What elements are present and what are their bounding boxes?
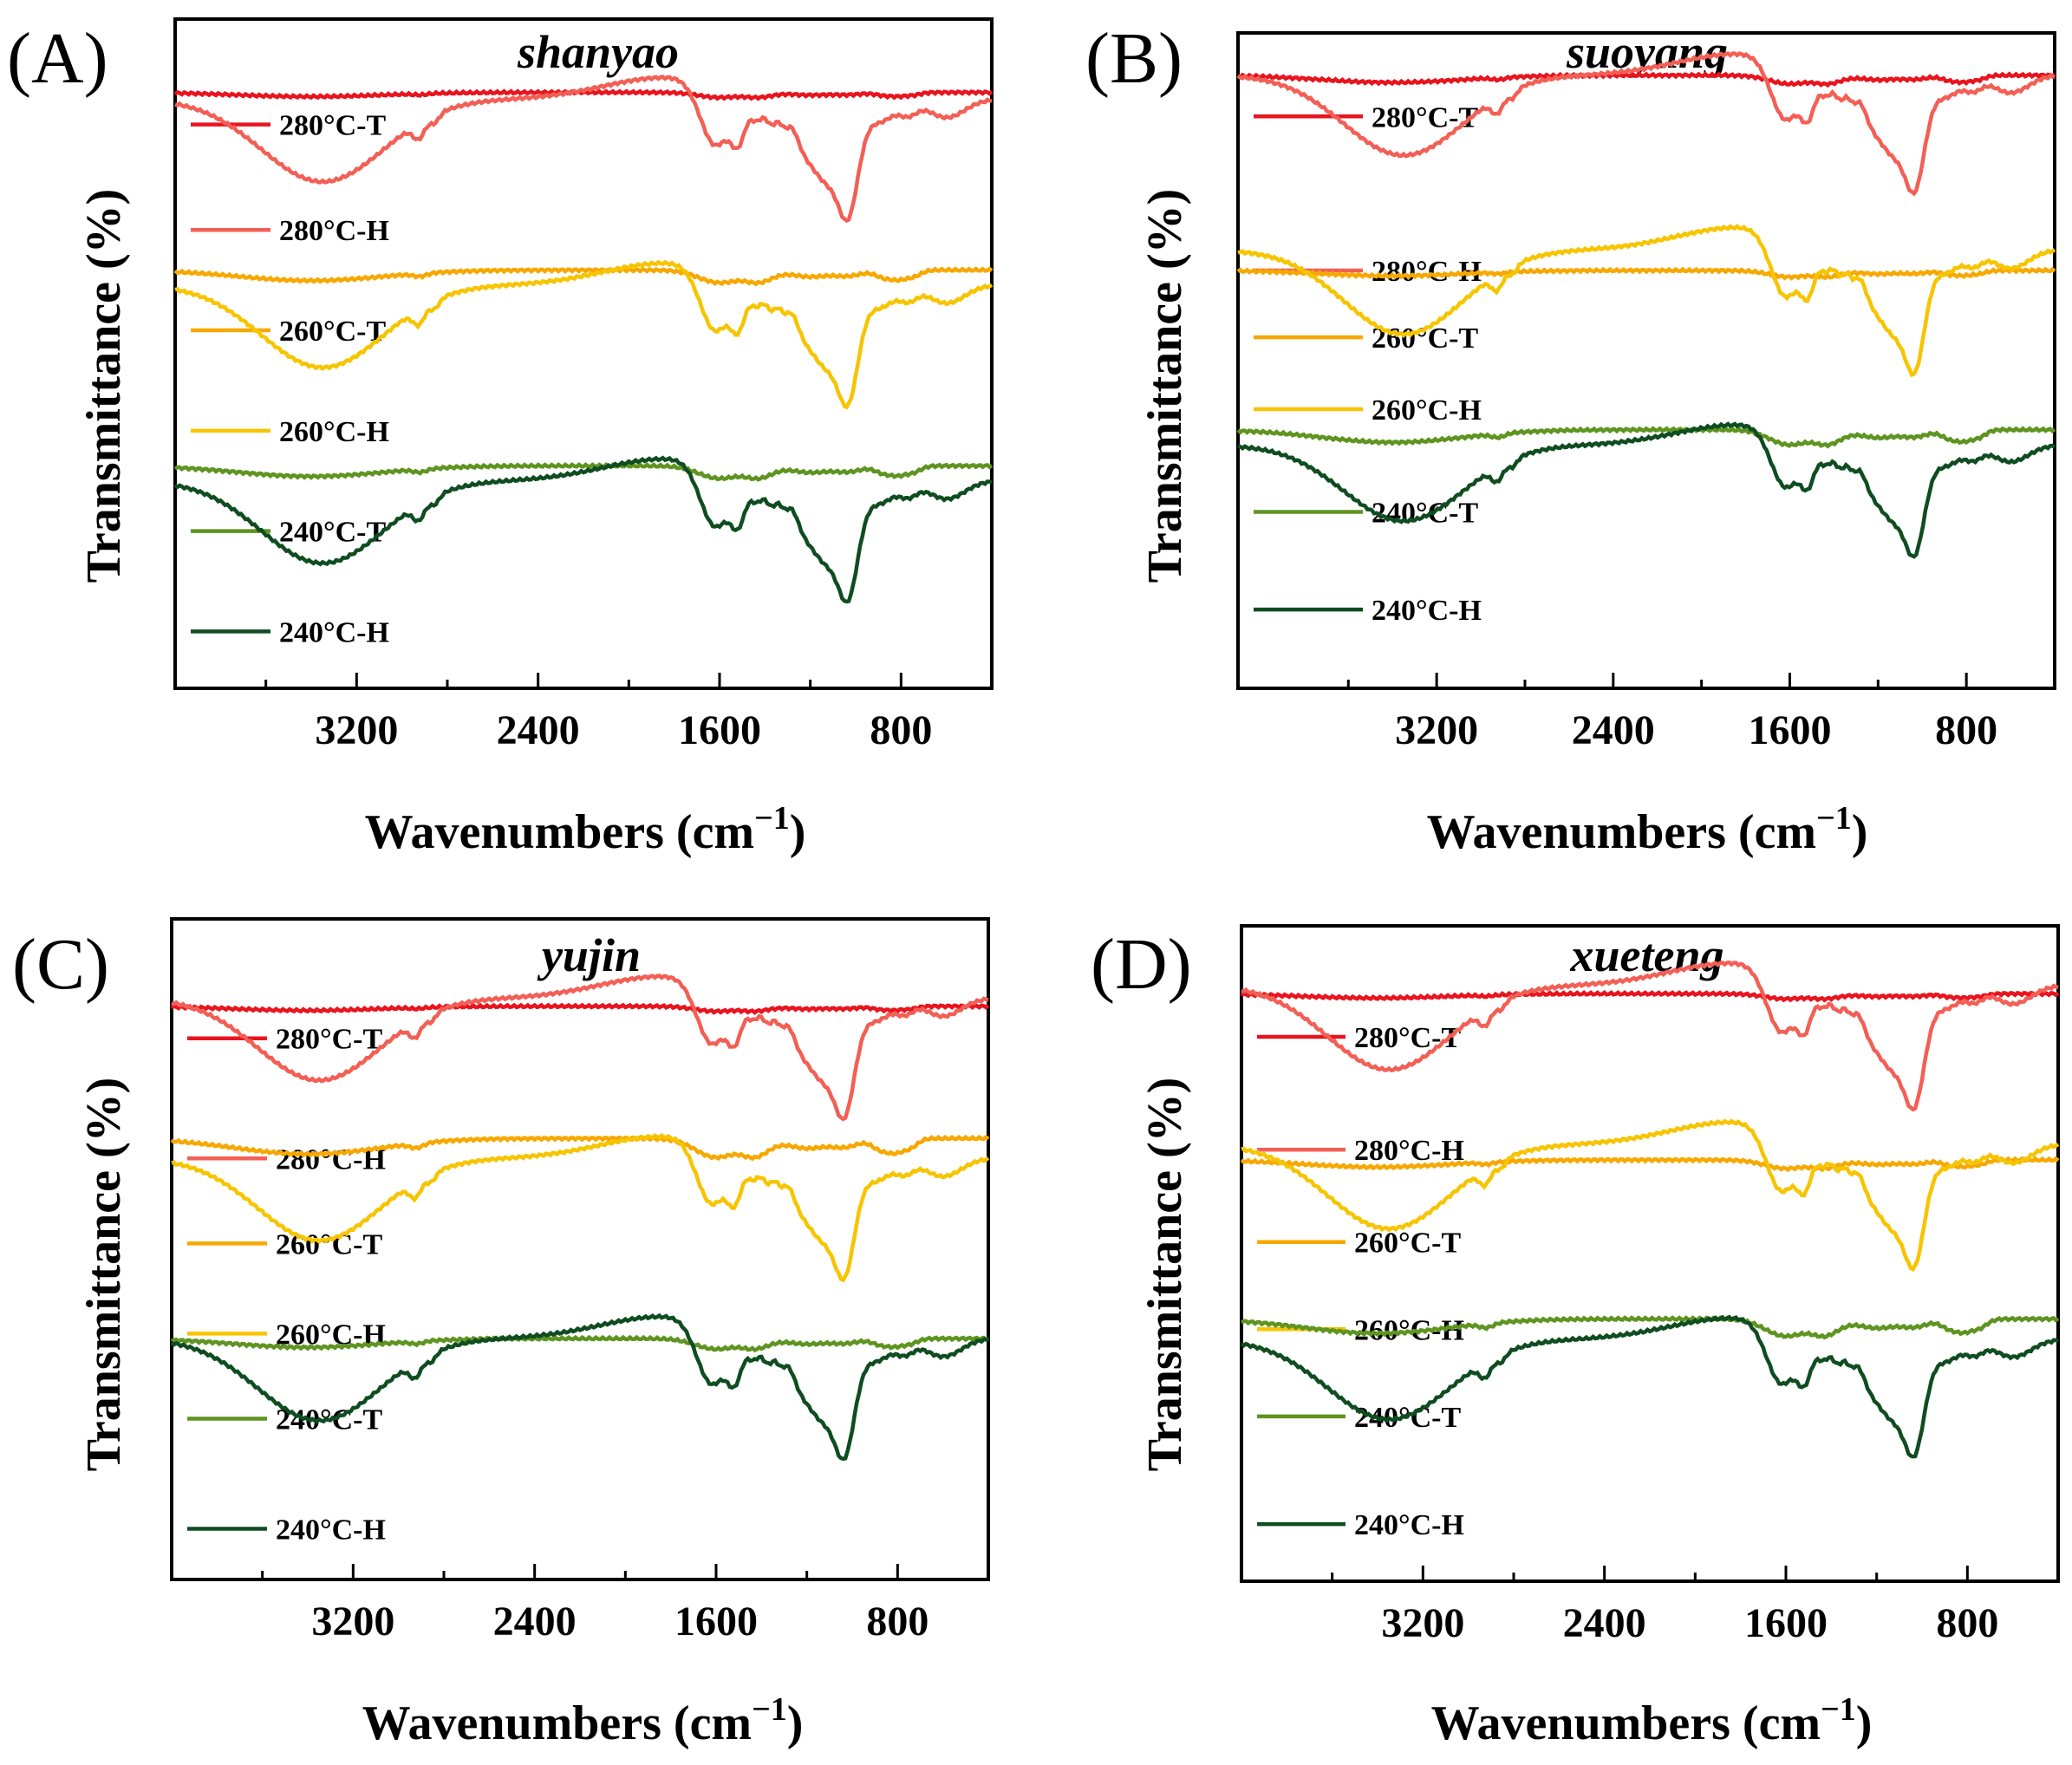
spectrum-260°C-T xyxy=(170,1134,990,1162)
spectrum-280°C-T xyxy=(1240,990,2060,1003)
spectrum-260°C-T xyxy=(173,266,994,287)
x-axis-label-superscript: −1 xyxy=(754,800,790,837)
x-tick-label: 3200 xyxy=(1381,1600,1464,1646)
spectrum-260°C-H xyxy=(1237,224,2056,378)
x-tick-label: 3200 xyxy=(311,1599,394,1645)
x-tick-label: 800 xyxy=(870,707,932,753)
x-axis-ticks: 3200 2400 1600 800 xyxy=(261,1564,928,1645)
spectrum-260°C-T xyxy=(1236,266,2056,281)
spectrum-240°C-H xyxy=(1240,1314,2060,1459)
legend-label: 280°C-T xyxy=(276,1024,382,1056)
x-tick-label: 800 xyxy=(866,1599,928,1645)
spectrum-240°C-H xyxy=(170,1312,990,1462)
spectrum-240°C-T xyxy=(1236,426,2056,449)
panel-label: (B) xyxy=(1085,18,1183,99)
legend-label: 260°C-T xyxy=(1354,1228,1461,1260)
x-tick-label: 800 xyxy=(1936,1600,1998,1646)
x-axis-label-superscript: −1 xyxy=(752,1691,787,1728)
x-tick-label: 2400 xyxy=(1572,707,1655,753)
panel-a: (A) shanyao Transmittance (%) Wavenumber… xyxy=(7,17,994,859)
y-axis-label: Transmittance (%) xyxy=(77,189,131,583)
spectrum-280°C-H xyxy=(1241,960,2059,1112)
legend-label: 280°C-H xyxy=(279,215,389,247)
plot-frame xyxy=(1236,31,2056,690)
legend-label: 280°C-H xyxy=(1354,1135,1464,1167)
x-tick-label: 2400 xyxy=(497,707,580,753)
plot-frame xyxy=(170,917,990,1581)
legend-label: 260°C-H xyxy=(279,416,389,448)
spectrum-240°C-H xyxy=(173,455,994,604)
x-tick-label: 1600 xyxy=(674,1599,758,1645)
x-axis-label-superscript: −1 xyxy=(1821,1691,1856,1728)
plot-frame xyxy=(1240,924,2060,1583)
spectra: 280°C-T280°C-H260°C-T260°C-H240°C-T240°C… xyxy=(1240,960,2060,1541)
x-tick-label: 1600 xyxy=(1744,1600,1828,1646)
spectrum-260°C-T xyxy=(1240,1156,2060,1173)
x-tick-label: 2400 xyxy=(1563,1600,1646,1646)
x-axis-ticks: 3200 2400 1600 800 xyxy=(1331,1566,1998,1646)
legend-label: 240°C-H xyxy=(276,1514,386,1546)
spectrum-240°C-T xyxy=(170,1334,990,1352)
plot-frame xyxy=(173,17,994,690)
panel-title: shanyao xyxy=(517,26,679,78)
y-axis-label: Transmittance (%) xyxy=(1138,1078,1192,1472)
spectra: 280°C-T280°C-H260°C-T260°C-H240°C-T240°C… xyxy=(1236,51,2056,627)
legend-label: 260°C-H xyxy=(1372,394,1482,427)
x-axis-ticks: 3200 2400 1600 800 xyxy=(1346,673,1997,753)
x-tick-label: 1600 xyxy=(1748,707,1831,753)
x-axis-label-close: ) xyxy=(1856,1697,1873,1750)
panel-b: (B) suoyang Transmittance (%) Wavenumber… xyxy=(1085,18,2056,859)
panel-label: (C) xyxy=(12,924,109,1005)
legend-label: 240°C-H xyxy=(279,616,389,648)
spectrum-280°C-T xyxy=(170,1002,990,1015)
x-axis-label-main: Wavenumbers (cm xyxy=(1431,1697,1821,1750)
panel-title: yujin xyxy=(537,929,641,981)
spectrum-260°C-H xyxy=(171,1132,990,1283)
spectrum-240°C-T xyxy=(1240,1315,2060,1340)
spectrum-280°C-H xyxy=(174,75,993,224)
x-tick-label: 2400 xyxy=(493,1599,577,1645)
x-axis-label-close: ) xyxy=(787,1697,804,1750)
x-axis-label-main: Wavenumbers (cm xyxy=(1427,805,1817,859)
x-axis-label-main: Wavenumbers (cm xyxy=(365,805,755,859)
spectrum-280°C-H xyxy=(1236,51,2056,197)
panel-label: (D) xyxy=(1091,924,1192,1005)
legend-label: 280°C-T xyxy=(1372,101,1478,134)
spectrum-280°C-H xyxy=(171,974,989,1122)
x-axis-ticks: 3200 2400 1600 800 xyxy=(264,673,932,753)
legend-label: 240°C-T xyxy=(1372,498,1478,530)
panel-label: (A) xyxy=(7,18,108,99)
x-tick-label: 800 xyxy=(1935,707,1997,753)
x-axis-label: Wavenumbers (cm−1) xyxy=(1427,800,1868,859)
x-axis-label: Wavenumbers (cm−1) xyxy=(362,1691,804,1750)
x-tick-label: 3200 xyxy=(315,707,398,753)
spectra: 280°C-T280°C-H260°C-T260°C-H240°C-T240°C… xyxy=(170,974,990,1546)
x-tick-label: 1600 xyxy=(678,707,761,753)
x-axis-label-superscript: −1 xyxy=(1816,800,1852,837)
legend-label: 240°C-H xyxy=(1354,1509,1464,1541)
spectra: 280°C-T280°C-H260°C-T260°C-H240°C-T240°C… xyxy=(173,75,994,648)
legend-label: 280°C-T xyxy=(1354,1022,1461,1054)
legend-label: 280°C-T xyxy=(279,110,386,142)
legend-label: 260°C-T xyxy=(279,316,386,348)
spectrum-240°C-T xyxy=(173,462,994,482)
y-axis-label: Transmittance (%) xyxy=(77,1078,131,1472)
spectrum-280°C-T xyxy=(1236,71,2056,88)
panel-c: (C) yujin Transmittance (%) Wavenumbers … xyxy=(12,917,990,1750)
spectrum-260°C-H xyxy=(174,259,994,410)
panel-title: xueteng xyxy=(1569,929,1723,981)
y-axis-label: Transmittance (%) xyxy=(1138,189,1192,583)
x-axis-label-close: ) xyxy=(1852,805,1868,859)
x-axis-label: Wavenumbers (cm−1) xyxy=(1431,1691,1873,1750)
x-axis-label-close: ) xyxy=(790,805,806,859)
x-tick-label: 3200 xyxy=(1395,707,1478,753)
spectrum-240°C-H xyxy=(1237,421,2056,559)
spectrum-260°C-H xyxy=(1241,1118,2060,1272)
x-axis-label-main: Wavenumbers (cm xyxy=(362,1697,753,1750)
panel-d: (D) xueteng Transmittance (%) Wavenumber… xyxy=(1091,924,2060,1750)
x-axis-label: Wavenumbers (cm−1) xyxy=(365,800,806,859)
legend-label: 240°C-H xyxy=(1372,595,1482,627)
